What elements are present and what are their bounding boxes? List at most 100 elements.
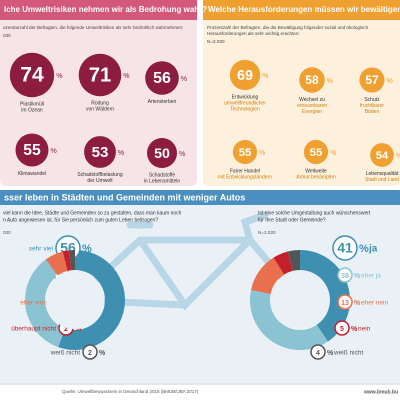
item-label: Artensterben (148, 99, 177, 105)
panel-intro: ozentanzahl der Befragten, die folgende … (3, 25, 183, 30)
answer-label: eher wenig (20, 300, 52, 307)
item-label: Entwicklung (232, 95, 259, 101)
right-header (203, 0, 400, 20)
item-label: von Wäldern (86, 107, 114, 113)
unit-label: % (262, 73, 268, 80)
footer-source: Quelle: Umweltbewusstsein in Deutschland… (62, 389, 199, 394)
value-bubble (299, 67, 325, 93)
value-label: 55 (239, 147, 252, 159)
value-label: 58 (305, 73, 319, 87)
panel-n: N=2.030 (207, 39, 225, 44)
value-label: 55 (310, 147, 323, 159)
item-label: Lebensqualität (366, 171, 399, 177)
donut-segment (68, 250, 75, 271)
value-bubble (303, 139, 329, 165)
question: für Ihre Stadt oder Gemeinde? (258, 217, 326, 223)
answer-badge (337, 267, 353, 283)
item-label: Plastikmüll (20, 102, 44, 108)
unit-label: % (354, 273, 361, 280)
item-label: Technologien (230, 107, 260, 113)
answer-badge (82, 344, 98, 360)
bike-frame (71, 211, 304, 311)
unit-label: % (99, 350, 106, 357)
unit-label: % (387, 78, 393, 85)
donut-segment (62, 250, 72, 271)
value-label: 53 (92, 144, 109, 161)
value-bubble (147, 138, 177, 168)
donut-segment (300, 250, 351, 342)
value-bubble (9, 52, 55, 98)
answer-value: 41 (337, 240, 353, 256)
item-label: Weltweite (305, 168, 327, 174)
answer-label: ja (368, 244, 378, 255)
answer-label: sehr viel (29, 246, 54, 253)
value-bubble (359, 67, 385, 93)
section-title: sser leben in Städten und Gemeinden mit … (4, 192, 245, 202)
survey-n: 030 (3, 230, 11, 235)
item-label: der Umwelt (87, 178, 113, 184)
item-label: Stadt und Land (365, 177, 399, 183)
answer-value: 38 (341, 273, 349, 280)
donut-segment (273, 251, 293, 275)
item-label: fruchtbarer (360, 103, 385, 109)
value-bubble (370, 143, 394, 167)
answer-label: weiß nicht (50, 350, 80, 357)
unit-label: % (354, 300, 361, 307)
item-label: Rodung (91, 101, 109, 107)
item-label: Armut bekämpfen (296, 174, 336, 180)
question: n Auto angewiesen ist, für Sie persönlic… (3, 217, 158, 223)
panel-n: 030 (3, 33, 11, 38)
donut-segment (287, 250, 300, 271)
item-label: Schadstoffbelastung (77, 172, 122, 178)
unit-label: % (118, 150, 124, 157)
answer-label: weiß nicht (333, 350, 363, 357)
donut-segment (251, 257, 285, 294)
value-bubble (15, 133, 49, 167)
question: Ist eine solche Umgestaltung auch wünsch… (258, 210, 371, 216)
value-bubble (78, 53, 122, 97)
answer-label: eher nein (361, 300, 388, 307)
donut-segment (58, 250, 126, 351)
unit-label: % (351, 326, 358, 333)
donut-segment (250, 289, 328, 350)
unit-label: % (51, 148, 57, 155)
answer-badge (334, 320, 350, 336)
answer-label: nein (358, 326, 371, 333)
item-label: Schutz (364, 97, 380, 103)
bottom-header (0, 190, 400, 205)
answer-value: 4 (316, 350, 320, 357)
value-label: 57 (365, 73, 379, 87)
unit-label: % (82, 243, 92, 255)
value-label: 69 (237, 68, 253, 84)
wheel-hub (46, 271, 104, 329)
answer-value: 5 (340, 326, 344, 333)
item-label: mit Entwicklungsländern (218, 174, 272, 180)
value-bubble (229, 59, 261, 91)
item-label: Klimawandel (18, 171, 46, 177)
question: viel kann die Idee, Städte und Gemeinden… (3, 210, 182, 216)
panel-intro: Prozentzahl der Befragten, die die Bewäl… (207, 25, 369, 30)
answer-value: 2 (64, 326, 68, 333)
value-label: 54 (376, 150, 389, 162)
item-label: Böden (365, 109, 380, 115)
unit-label: % (123, 73, 129, 80)
left-header (0, 0, 197, 20)
item-label: in Lebensmitteln (144, 178, 181, 184)
value-bubble (84, 136, 116, 168)
value-label: 55 (23, 142, 41, 159)
donut-segment (45, 251, 68, 276)
donut-segment (25, 259, 65, 348)
item-label: Schadstoffe (149, 172, 176, 178)
value-label: 56 (153, 70, 171, 87)
value-label: 50 (154, 146, 170, 162)
answer-label: überhaupt nicht (11, 326, 56, 333)
item-label: Energien (302, 109, 322, 115)
wheel-hub (271, 271, 329, 329)
value-label: 74 (20, 64, 44, 87)
item-label: Fairer Handel (230, 168, 260, 174)
unit-label: % (75, 326, 82, 333)
value-bubble (145, 61, 179, 95)
unit-label: % (396, 153, 400, 160)
footer-url: www.bmub.bu (363, 389, 398, 395)
